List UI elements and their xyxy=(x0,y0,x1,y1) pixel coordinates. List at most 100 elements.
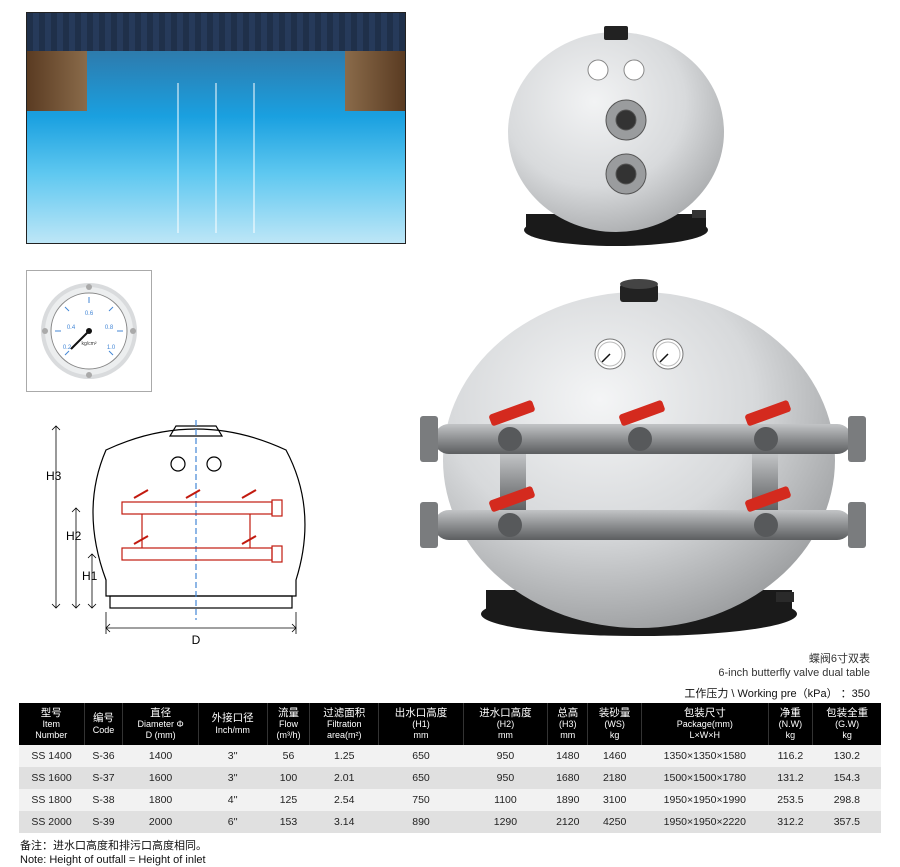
table-cell: 1680 xyxy=(548,767,588,789)
filter-tank-small-image xyxy=(486,12,746,250)
table-cell: 890 xyxy=(379,811,463,833)
table-cell: 116.2 xyxy=(768,745,812,767)
left-column: 0.6 0.8 0.4 0.2 1.0 kg/cm² xyxy=(26,270,326,650)
table-header-cell: 包装尺寸Package(mm)L×W×H xyxy=(641,703,768,745)
dim-d-label: D xyxy=(192,633,201,647)
table-cell: 1400 xyxy=(123,745,198,767)
table-cell: 357.5 xyxy=(813,811,881,833)
table-cell: 4'' xyxy=(198,789,267,811)
table-header-cell: 总高(H3)mm xyxy=(548,703,588,745)
table-header-cell: 装砂量(WS)kg xyxy=(588,703,642,745)
table-cell: S-39 xyxy=(84,811,123,833)
table-cell: 1800 xyxy=(123,789,198,811)
table-row: SS 2000S-3920006''1533.14890129021204250… xyxy=(19,811,881,833)
table-cell: S-37 xyxy=(84,767,123,789)
product-spec-page: 0.6 0.8 0.4 0.2 1.0 kg/cm² xyxy=(0,0,900,864)
table-row: SS 1600S-3716003''1002.01650950168021801… xyxy=(19,767,881,789)
table-cell: 1290 xyxy=(463,811,547,833)
table-cell: 3'' xyxy=(198,745,267,767)
svg-text:0.6: 0.6 xyxy=(85,311,94,317)
dim-h2-label: H2 xyxy=(66,529,82,543)
svg-text:0.4: 0.4 xyxy=(67,325,76,331)
note-en: Note: Height of outfall = Height of inle… xyxy=(20,854,206,866)
wp-value: 350 xyxy=(852,688,870,700)
table-cell: SS 1400 xyxy=(19,745,84,767)
table-cell: 1890 xyxy=(548,789,588,811)
table-header-cell: 过滤面积Filtrationarea(m²) xyxy=(310,703,379,745)
table-cell: 6'' xyxy=(198,811,267,833)
table-cell: 750 xyxy=(379,789,463,811)
table-header-row: 型号ItemNumber编号Code直径Diameter ΦD (mm)外接口径… xyxy=(19,703,881,745)
table-header-cell: 净重(N.W)kg xyxy=(768,703,812,745)
table-row: SS 1400S-3614003''561.256509501480146013… xyxy=(19,745,881,767)
table-header-cell: 流量Flow(m³/h) xyxy=(267,703,310,745)
table-cell: 1600 xyxy=(123,767,198,789)
table-body: SS 1400S-3614003''561.256509501480146013… xyxy=(19,745,881,833)
table-cell: 56 xyxy=(267,745,310,767)
table-cell: 950 xyxy=(463,767,547,789)
dim-h3-label: H3 xyxy=(46,469,62,483)
table-header-cell: 直径Diameter ΦD (mm) xyxy=(123,703,198,745)
table-cell: 3100 xyxy=(588,789,642,811)
wp-label-en: Working pre（kPa） xyxy=(738,688,838,700)
filter-tank-large-image xyxy=(394,270,874,642)
wp-label-cn: 工作压力 xyxy=(684,688,728,700)
table-header-cell: 外接口径Inch/mm xyxy=(198,703,267,745)
svg-text:1.0: 1.0 xyxy=(107,345,116,351)
svg-text:0.8: 0.8 xyxy=(105,325,114,331)
table-cell: 950 xyxy=(463,745,547,767)
table-cell: 2180 xyxy=(588,767,642,789)
technical-drawing: H3 H2 H1 D xyxy=(26,420,326,650)
table-cell: SS 2000 xyxy=(19,811,84,833)
table-row: SS 1800S-3818004''1252.54750110018903100… xyxy=(19,789,881,811)
table-cell: 1950×1950×1990 xyxy=(641,789,768,811)
table-cell: 1460 xyxy=(588,745,642,767)
table-cell: SS 1800 xyxy=(19,789,84,811)
table-cell: 100 xyxy=(267,767,310,789)
table-header-cell: 包装全重(G.W)kg xyxy=(813,703,881,745)
table-cell: 3.14 xyxy=(310,811,379,833)
table-cell: 154.3 xyxy=(813,767,881,789)
table-cell: 3'' xyxy=(198,767,267,789)
table-cell: 1950×1950×2220 xyxy=(641,811,768,833)
pool-photo xyxy=(26,12,406,244)
note-cn: 备注：进水口高度和排污口高度相同。 xyxy=(20,840,207,852)
table-cell: 4250 xyxy=(588,811,642,833)
table-cell: 1.25 xyxy=(310,745,379,767)
table-header-cell: 编号Code xyxy=(84,703,123,745)
pressure-gauge-image: 0.6 0.8 0.4 0.2 1.0 kg/cm² xyxy=(26,270,152,392)
table-cell: 1350×1350×1580 xyxy=(641,745,768,767)
middle-row: 0.6 0.8 0.4 0.2 1.0 kg/cm² xyxy=(0,250,900,650)
table-cell: 1500×1500×1780 xyxy=(641,767,768,789)
svg-text:kg/cm²: kg/cm² xyxy=(82,341,97,347)
table-cell: 131.2 xyxy=(768,767,812,789)
svg-text:0.2: 0.2 xyxy=(63,345,72,351)
table-cell: 1480 xyxy=(548,745,588,767)
table-header-cell: 型号ItemNumber xyxy=(19,703,84,745)
table-cell: 650 xyxy=(379,745,463,767)
table-cell: 125 xyxy=(267,789,310,811)
caption-en: 6-inch butterfly valve dual table xyxy=(718,667,870,679)
caption-cn: 蝶阀6寸双表 xyxy=(809,653,870,665)
working-pressure-line: 工作压力 \ Working pre（kPa） ：350 xyxy=(0,685,900,703)
table-cell: 130.2 xyxy=(813,745,881,767)
spec-table: 型号ItemNumber编号Code直径Diameter ΦD (mm)外接口径… xyxy=(19,703,881,833)
dim-h1-label: H1 xyxy=(82,569,98,583)
footnote: 备注：进水口高度和排污口高度相同。 Note: Height of outfal… xyxy=(0,833,900,867)
table-header-cell: 进水口高度(H2)mm xyxy=(463,703,547,745)
table-cell: 2.54 xyxy=(310,789,379,811)
table-header-cell: 出水口高度(H1)mm xyxy=(379,703,463,745)
table-cell: 253.5 xyxy=(768,789,812,811)
table-cell: 650 xyxy=(379,767,463,789)
product-caption: 蝶阀6寸双表 6-inch butterfly valve dual table xyxy=(0,650,900,685)
table-cell: S-38 xyxy=(84,789,123,811)
table-cell: 2.01 xyxy=(310,767,379,789)
top-image-row xyxy=(0,0,900,250)
table-cell: 1100 xyxy=(463,789,547,811)
table-cell: 153 xyxy=(267,811,310,833)
table-cell: SS 1600 xyxy=(19,767,84,789)
table-cell: 312.2 xyxy=(768,811,812,833)
table-cell: 2000 xyxy=(123,811,198,833)
table-cell: S-36 xyxy=(84,745,123,767)
table-cell: 298.8 xyxy=(813,789,881,811)
